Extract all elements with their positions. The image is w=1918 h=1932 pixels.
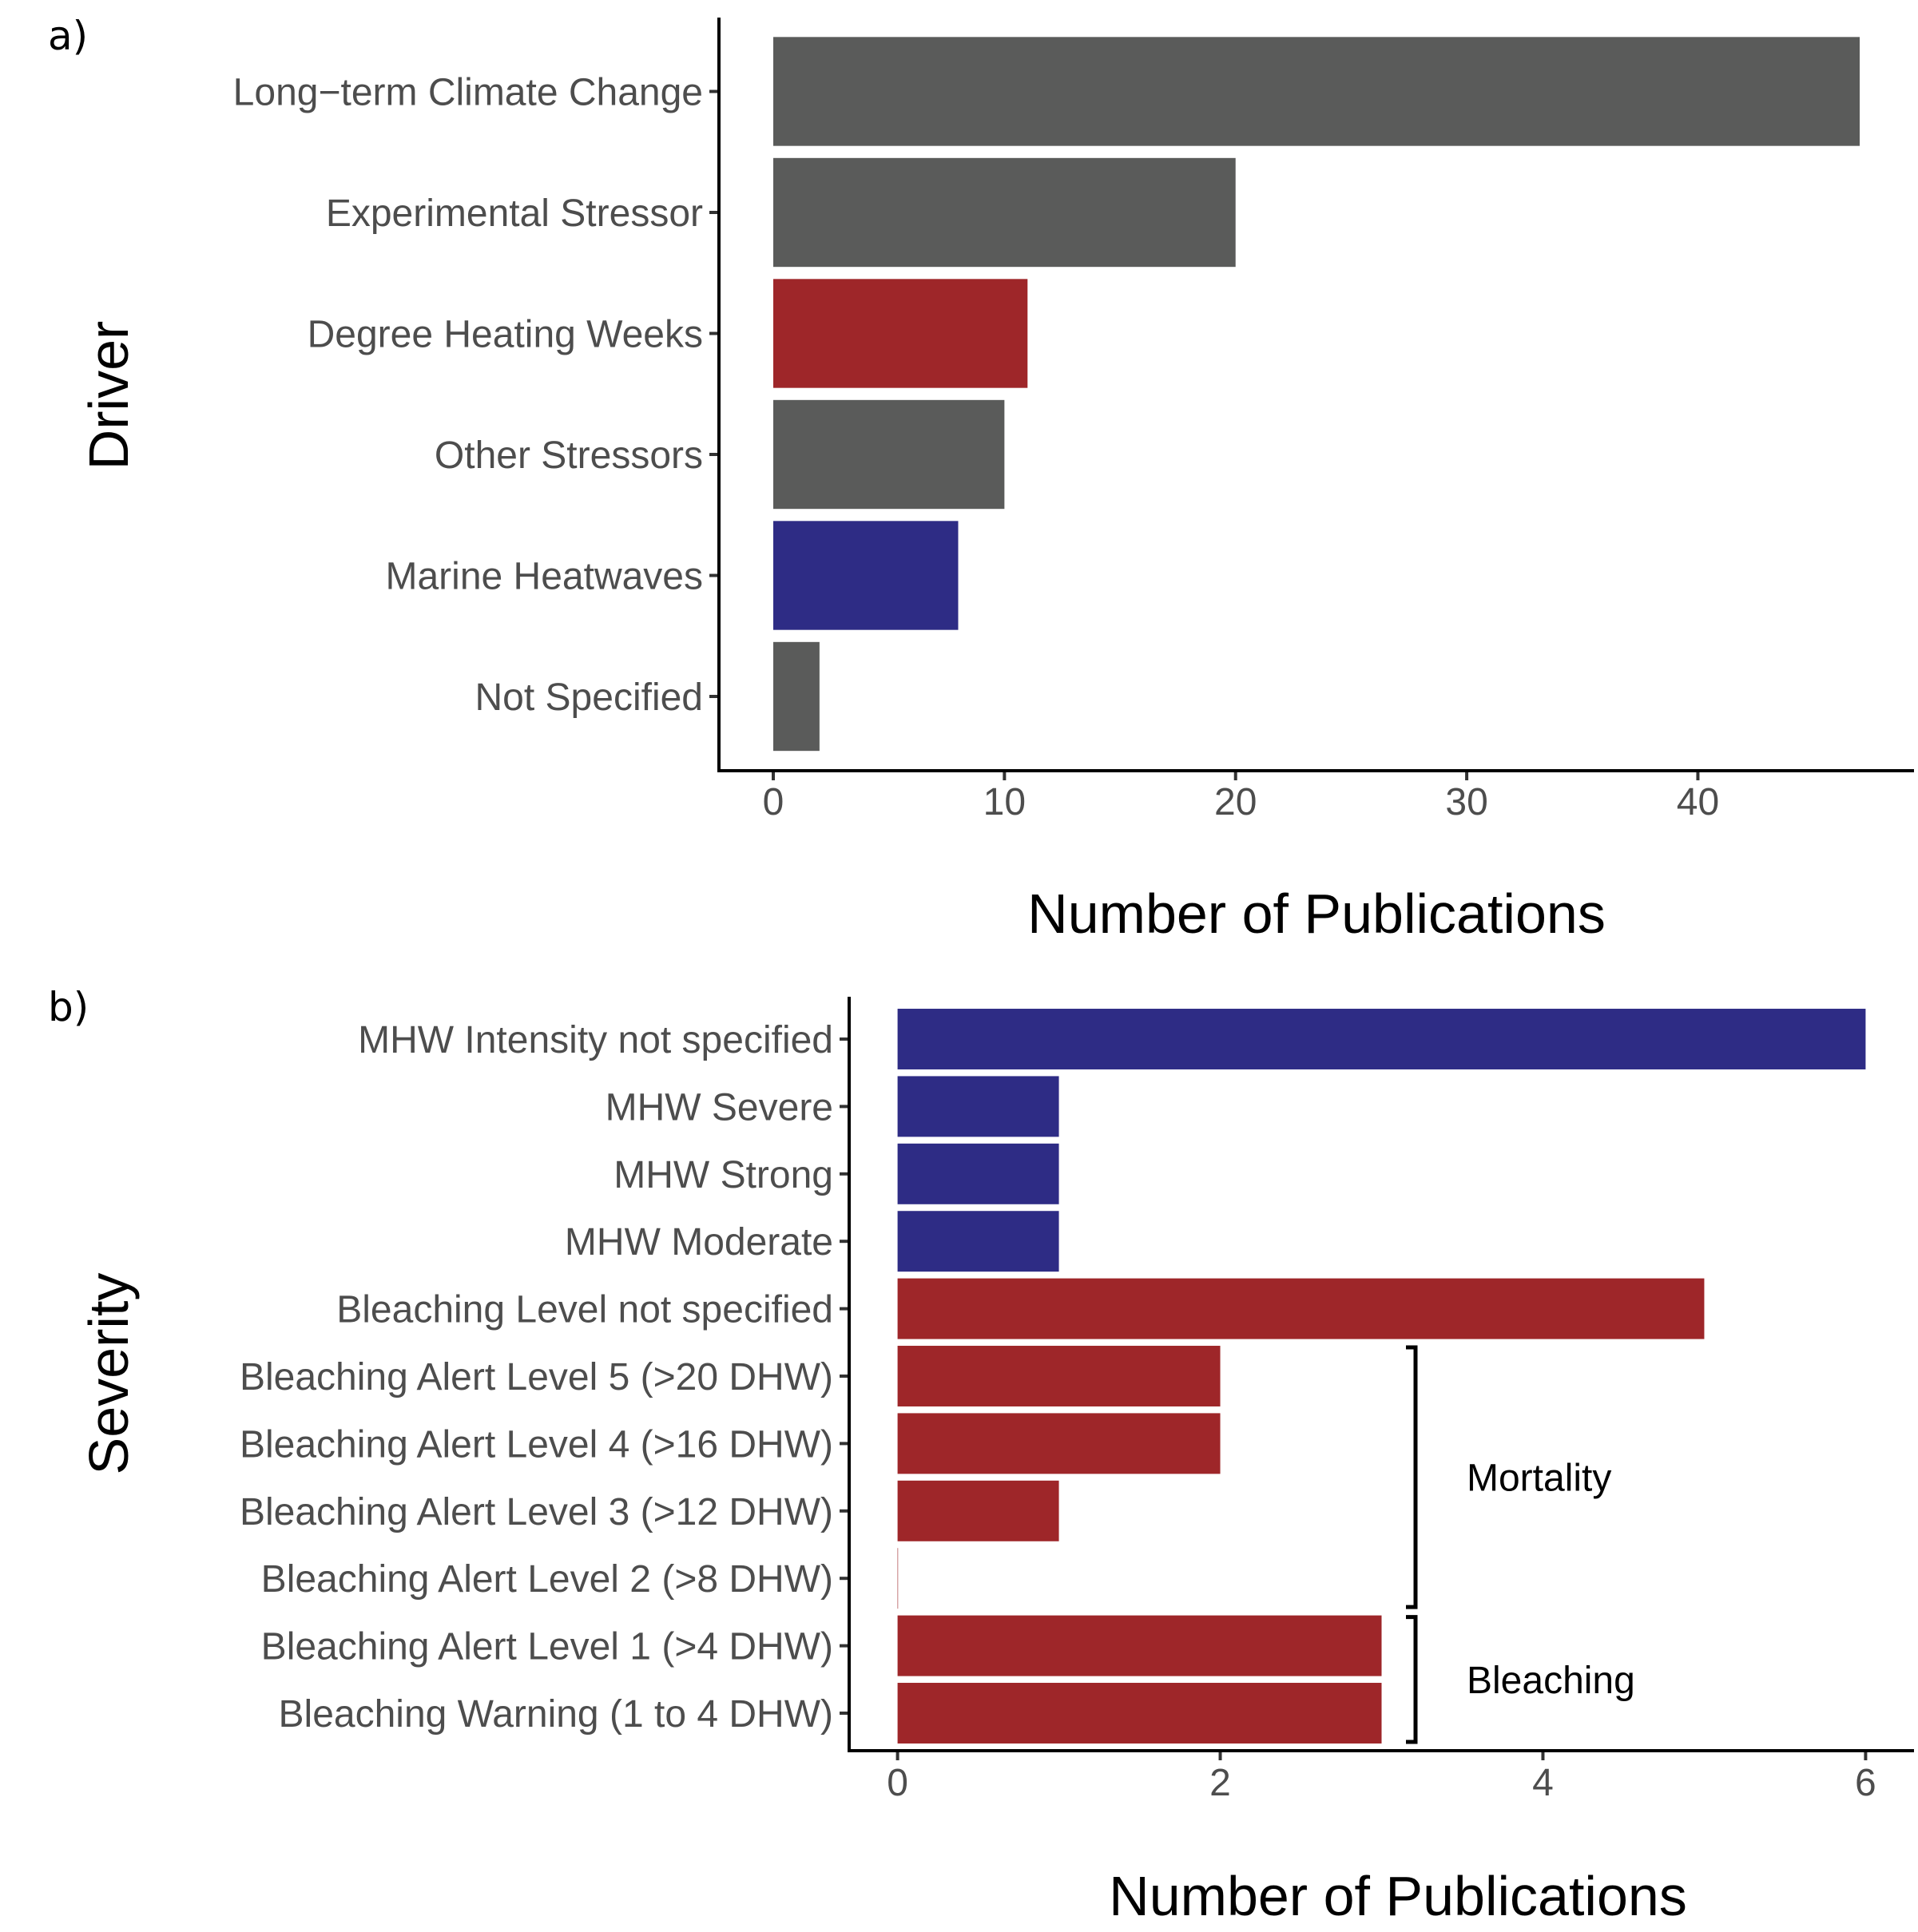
bar-bleaching-alert-level-2-8-dhw: [897, 1548, 899, 1609]
bar-mhw-moderate: [897, 1211, 1059, 1272]
bar-mhw-intensity-not-specified: [897, 1009, 1866, 1069]
bar-experimental-stressor: [773, 157, 1236, 268]
bar-other-stressors: [773, 399, 1005, 510]
x-tick-label-0: 0: [887, 1762, 908, 1804]
category-label-bleaching-alert-level-3-12-dhw: Bleaching Alert Level 3 (>12 DHW): [240, 1491, 833, 1533]
category-label-bleaching-level-not-specified: Bleaching Level not specified: [336, 1289, 833, 1331]
bar-marine-heatwaves: [773, 521, 959, 630]
category-label-mhw-strong: MHW Strong: [614, 1154, 833, 1196]
category-label-mhw-intensity-not-specified: MHW Intensity not specified: [358, 1019, 833, 1061]
annotation-mortality: Mortality: [1467, 1458, 1611, 1500]
bar-bleaching-alert-level-5-20-dhw: [897, 1346, 1221, 1406]
x-tick-label-10: 10: [983, 781, 1026, 823]
panel-a-x-ticks: 0 10 20 30 40: [763, 771, 1719, 823]
panel-b-y-axis-title: Severity: [77, 1273, 140, 1475]
x-tick-label-6: 6: [1855, 1762, 1876, 1804]
panel-a-bars: [773, 37, 1860, 752]
bracket-mortality: [1406, 1345, 1418, 1609]
bar-mhw-severe: [897, 1076, 1059, 1137]
category-label-degree-heating-weeks: Degree Heating Weeks: [308, 314, 703, 356]
category-label-bleaching-alert-level-4-16-dhw: Bleaching Alert Level 4 (>16 DHW): [240, 1423, 833, 1466]
x-tick-label-0: 0: [763, 781, 784, 823]
bar-not-specified: [773, 641, 820, 752]
x-tick-label-2: 2: [1209, 1762, 1231, 1804]
category-label-other-stressors: Other Stressors: [435, 434, 703, 477]
category-label-bleaching-alert-level-1-4-dhw: Bleaching Alert Level 1 (>4 DHW): [261, 1626, 833, 1668]
x-tick-label-20: 20: [1214, 781, 1257, 823]
panel-a: a) Long−term Climate Change Experimental …: [48, 13, 1914, 945]
panel-b-annotations: Mortality Bleaching: [1406, 1345, 1635, 1744]
panel-b-bars: [897, 1009, 1866, 1744]
panel-a-category-labels: Long−term Climate Change Experimental Str…: [233, 72, 719, 719]
category-label-long-term-climate-change: Long−term Climate Change: [233, 72, 703, 114]
bar-bleaching-alert-level-4-16-dhw: [897, 1413, 1221, 1474]
panel-a-x-axis-title: Number of Publications: [1027, 883, 1606, 945]
bar-bleaching-alert-level-1-4-dhw: [897, 1615, 1382, 1676]
category-label-bleaching-warning-1-to-4-dhw: Bleaching Warning (1 to 4 DHW): [279, 1693, 833, 1736]
bar-long-term-climate-change: [773, 37, 1860, 146]
bar-bleaching-alert-level-3-12-dhw: [897, 1480, 1059, 1541]
category-label-bleaching-alert-level-5-20-dhw: Bleaching Alert Level 5 (>20 DHW): [240, 1356, 833, 1398]
bar-bleaching-level-not-specified: [897, 1278, 1705, 1339]
panel-b-x-axis-title: Number of Publications: [1109, 1865, 1687, 1927]
bar-bleaching-warning-1-to-4-dhw: [897, 1683, 1382, 1744]
panel-b-label: b): [48, 984, 89, 1030]
category-label-bleaching-alert-level-2-8-dhw: Bleaching Alert Level 2 (>8 DHW): [261, 1558, 833, 1601]
x-tick-label-40: 40: [1677, 781, 1719, 823]
panel-b-x-ticks: 0 2 4 6: [887, 1751, 1876, 1804]
category-label-experimental-stressor: Experimental Stressor: [326, 192, 703, 235]
category-label-not-specified: Not Specified: [475, 676, 704, 719]
panel-b: b) MHW Intensity not specified MHW Severe…: [48, 984, 1914, 1927]
annotation-bleaching: Bleaching: [1467, 1660, 1635, 1702]
category-label-marine-heatwaves: Marine Heatwaves: [386, 556, 704, 598]
category-label-mhw-moderate: MHW Moderate: [565, 1221, 833, 1264]
bar-degree-heating-weeks: [773, 279, 1028, 388]
panel-b-category-labels: MHW Intensity not specified MHW Severe MHW…: [240, 1019, 849, 1736]
bar-mhw-strong: [897, 1143, 1059, 1204]
x-tick-label-4: 4: [1532, 1762, 1554, 1804]
panel-a-y-axis-title: Driver: [77, 321, 140, 470]
bracket-bleaching: [1406, 1615, 1418, 1744]
panel-a-label: a): [48, 13, 88, 59]
category-label-mhw-severe: MHW Severe: [606, 1086, 833, 1129]
x-tick-label-30: 30: [1445, 781, 1487, 823]
